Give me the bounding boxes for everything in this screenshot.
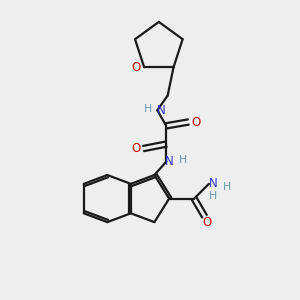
Text: H: H: [209, 191, 218, 201]
Text: O: O: [191, 116, 200, 128]
Text: O: O: [131, 142, 141, 155]
Text: N: N: [209, 177, 218, 190]
Text: H: H: [144, 104, 152, 114]
Text: N: N: [157, 104, 165, 117]
Text: O: O: [203, 216, 212, 229]
Text: N: N: [165, 155, 174, 168]
Text: H: H: [179, 155, 188, 165]
Text: O: O: [131, 61, 140, 74]
Text: H: H: [223, 182, 231, 192]
